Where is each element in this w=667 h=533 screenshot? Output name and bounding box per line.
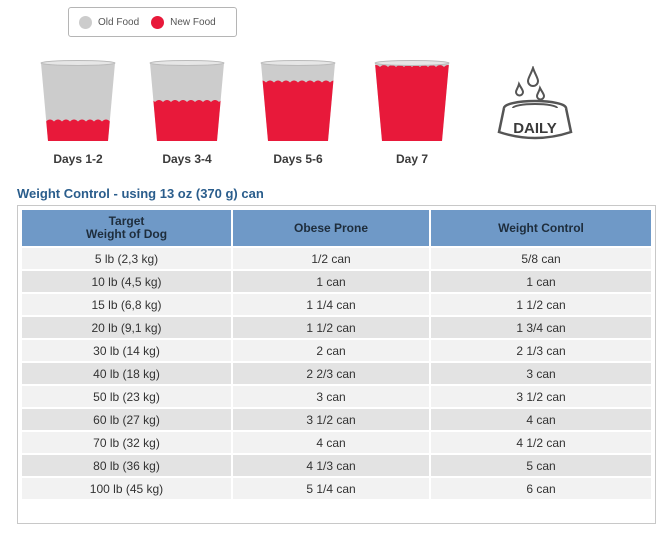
cup-label: Days 3-4 — [162, 152, 212, 166]
table-cell: 1/2 can — [233, 248, 429, 269]
table-cell: 30 lb (14 kg) — [22, 340, 231, 361]
cup-label: Day 7 — [395, 152, 429, 166]
old-food-swatch-icon — [79, 15, 92, 29]
table-cell: 6 can — [431, 478, 651, 499]
table-cell: 70 lb (32 kg) — [22, 432, 231, 453]
header-label: Obese Prone — [293, 220, 369, 235]
table-row: 30 lb (14 kg) 2 can 2 1/3 can — [22, 340, 651, 361]
legend-item-new-food: New Food — [151, 15, 216, 29]
table-cell: 5/8 can — [431, 248, 651, 269]
table-cell: 5 lb (2,3 kg) — [22, 248, 231, 269]
table-cell: 3 can — [233, 386, 429, 407]
legend-item-old-food: Old Food — [79, 15, 140, 29]
table-row: 5 lb (2,3 kg) 1/2 can 5/8 can — [22, 248, 651, 269]
table-cell: 3 can — [431, 363, 651, 384]
table-row: 15 lb (6,8 kg) 1 1/4 can 1 1/2 can — [22, 294, 651, 315]
table-row: 60 lb (27 kg) 3 1/2 can 4 can — [22, 409, 651, 430]
cup-days-5-6: Days 5-6 — [258, 57, 338, 166]
cup-days-3-4: Days 3-4 — [147, 57, 227, 166]
table-cell: 4 can — [431, 409, 651, 430]
table-cell: 4 1/3 can — [233, 455, 429, 476]
table-cell: 4 1/2 can — [431, 432, 651, 453]
cup-rim — [260, 60, 336, 66]
table-row: 100 lb (45 kg) 5 1/4 can 6 can — [22, 478, 651, 499]
feeding-table: Target Weight of Dog Obese Prone Weight … — [17, 205, 656, 524]
cup-days-3-4-icon — [149, 60, 225, 141]
daily-bowl-icon: DAILY — [497, 64, 573, 140]
table-row: 10 lb (4,5 kg) 1 can 1 can — [22, 271, 651, 292]
cup-label: Days 5-6 — [273, 152, 323, 166]
legend: Old Food New Food — [68, 7, 237, 37]
table-row: 40 lb (18 kg) 2 2/3 can 3 can — [22, 363, 651, 384]
cup-rim — [40, 60, 116, 66]
table-cell: 1 1/2 can — [233, 317, 429, 338]
table-cell: 100 lb (45 kg) — [22, 478, 231, 499]
table-row: 80 lb (36 kg) 4 1/3 can 5 can — [22, 455, 651, 476]
table-cell: 20 lb (9,1 kg) — [22, 317, 231, 338]
table-cell: 5 1/4 can — [233, 478, 429, 499]
table-cell: 1 1/2 can — [431, 294, 651, 315]
new-food-fill — [41, 119, 115, 141]
table-cell: 10 lb (4,5 kg) — [22, 271, 231, 292]
table-cell: 60 lb (27 kg) — [22, 409, 231, 430]
daily-label: DAILY — [513, 120, 557, 137]
cup-day-7: Day 7 — [372, 57, 452, 166]
cup-days-5-6-icon — [260, 60, 336, 141]
table-row: 20 lb (9,1 kg) 1 1/2 can 1 3/4 can — [22, 317, 651, 338]
table-cell: 5 can — [431, 455, 651, 476]
header-weight-control: Weight Control — [431, 210, 651, 246]
legend-label-new-food: New Food — [170, 16, 216, 28]
header-label: Target Weight of Dog — [85, 214, 168, 241]
table-header-row: Target Weight of Dog Obese Prone Weight … — [22, 210, 651, 246]
table-row: 70 lb (32 kg) 4 can 4 1/2 can — [22, 432, 651, 453]
table-cell: 3 1/2 can — [233, 409, 429, 430]
cup-label: Days 1-2 — [53, 152, 103, 166]
cup-days-1-2-icon — [40, 60, 116, 141]
table-cell: 1 can — [233, 271, 429, 292]
table-cell: 1 3/4 can — [431, 317, 651, 338]
cup-rim — [374, 60, 450, 66]
section-title: Weight Control - using 13 oz (370 g) can — [17, 186, 264, 201]
table-cell: 2 1/3 can — [431, 340, 651, 361]
table-cell: 4 can — [233, 432, 429, 453]
cup-days-1-2: Days 1-2 — [38, 57, 118, 166]
cup-day-7-icon — [374, 60, 450, 141]
table-cell: 2 can — [233, 340, 429, 361]
table-cell: 1 1/4 can — [233, 294, 429, 315]
daily-bowl: DAILY — [497, 64, 581, 155]
table-cell: 50 lb (23 kg) — [22, 386, 231, 407]
table-row: 50 lb (23 kg) 3 can 3 1/2 can — [22, 386, 651, 407]
new-food-fill — [150, 100, 224, 141]
legend-label-old-food: Old Food — [98, 16, 140, 28]
table-cell: 15 lb (6,8 kg) — [22, 294, 231, 315]
header-label: Weight Control — [498, 220, 584, 235]
new-food-fill — [261, 80, 335, 141]
table-cell: 80 lb (36 kg) — [22, 455, 231, 476]
transition-cups: Days 1-2 Days 3-4 Days 5-6 Day 7 — [0, 0, 667, 180]
header-target-weight: Target Weight of Dog — [22, 210, 231, 246]
new-food-fill — [375, 65, 449, 141]
table-cell: 2 2/3 can — [233, 363, 429, 384]
table-cell: 3 1/2 can — [431, 386, 651, 407]
new-food-swatch-icon — [151, 15, 165, 29]
table-cell: 40 lb (18 kg) — [22, 363, 231, 384]
header-obese-prone: Obese Prone — [233, 210, 429, 246]
cup-rim — [149, 60, 225, 66]
table-cell: 1 can — [431, 271, 651, 292]
